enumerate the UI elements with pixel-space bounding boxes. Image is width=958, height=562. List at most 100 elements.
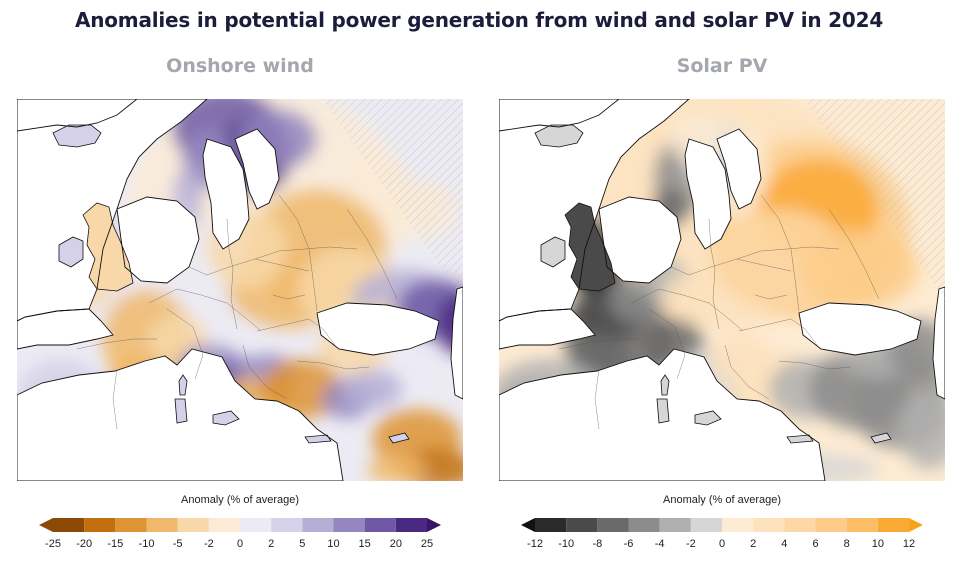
solar-legend-swatch	[815, 518, 847, 532]
wind-coastline-segment	[17, 99, 138, 132]
wind-legend-tick-label: 25	[421, 538, 433, 550]
solar-coastline	[499, 99, 945, 481]
solar-island	[540, 236, 566, 268]
solar-legend-swatch	[846, 518, 878, 532]
solar-legend-swatch	[597, 518, 629, 532]
wind-anomaly-cell	[342, 369, 402, 409]
solar-legend-swatch	[566, 518, 598, 532]
solar-legend-swatch	[877, 518, 909, 532]
solar-anomaly-map	[499, 99, 945, 481]
solar-legend-tick-label: 2	[750, 538, 756, 550]
wind-legend-swatch	[271, 518, 303, 532]
wind-islands	[52, 124, 410, 444]
wind-sea-iceland_sea	[17, 99, 137, 131]
solar-sea-blackSea	[799, 303, 921, 355]
solar-island	[870, 432, 892, 444]
wind-sea-blackSea	[317, 303, 439, 355]
solar-anomaly-cell	[899, 389, 945, 469]
wind-border	[166, 308, 204, 380]
solar-coastline-segment	[684, 138, 732, 250]
solar-sea-northSea	[599, 197, 681, 283]
wind-coastline-segment	[316, 302, 440, 356]
solar-legend-title: Anomaly (% of average)	[663, 494, 781, 506]
wind-island	[174, 398, 188, 424]
wind-legend-low-arrow	[39, 518, 53, 532]
solar-legend-tick-label: -2	[686, 538, 696, 550]
wind-legend-tick-label: -25	[45, 538, 61, 550]
wind-legend-tick-label: -15	[107, 538, 123, 550]
wind-sea-bothnia	[235, 129, 279, 209]
wind-legend: Anomaly (% of average) -25 -20 -15 -10 -5 -2 0…	[17, 494, 463, 558]
solar-border	[594, 368, 600, 430]
wind-legend-swatch	[84, 518, 116, 532]
solar-legend-tick-label: -6	[624, 538, 634, 550]
solar-border	[670, 258, 792, 276]
wind-coastline-segment	[17, 348, 344, 481]
solar-border	[760, 194, 800, 312]
wind-sea-caspian	[451, 287, 463, 399]
solar-country-borders	[558, 194, 880, 430]
wind-border	[112, 368, 118, 430]
solar-legend-high-arrow	[909, 518, 923, 532]
solar-legend-tick-label: 4	[781, 538, 787, 550]
solar-border	[708, 218, 720, 330]
solar-legend-tick-label: 10	[872, 538, 884, 550]
wind-legend-tick-label: -20	[76, 538, 92, 550]
wind-country-borders	[76, 194, 398, 430]
wind-legend-swatch	[208, 518, 240, 532]
wind-border	[242, 344, 288, 400]
wind-island	[212, 410, 240, 426]
solar-island	[694, 410, 722, 426]
solar-no-data-region	[804, 99, 945, 299]
solar-sea-iceland_sea	[499, 99, 619, 131]
solar-legend-tick-label: -4	[655, 538, 665, 550]
wind-legend-tick-label: 10	[327, 538, 339, 550]
wind-coastline-segment	[202, 138, 250, 250]
solar-legend-tick-label: -8	[592, 538, 602, 550]
wind-border	[226, 218, 238, 330]
solar-border	[630, 288, 744, 332]
solar-islands	[534, 124, 892, 444]
solar-border	[724, 344, 770, 400]
solar-sea-biscay	[499, 309, 595, 349]
solar-border	[558, 338, 639, 350]
wind-legend-high-arrow	[427, 518, 441, 532]
solar-legend: Anomaly (% of average) -12 -10 -8 -6 -4 -2 0 2 4…	[499, 494, 945, 558]
solar-panel-title: Solar PV	[676, 55, 768, 77]
wind-legend-tick-label: -10	[139, 538, 155, 550]
solar-border	[778, 360, 852, 370]
wind-legend-swatch	[177, 518, 209, 532]
wind-sea-biscay	[17, 309, 113, 349]
wind-sea-atlantic	[17, 99, 207, 321]
wind-legend-tick-label: 2	[268, 538, 274, 550]
solar-legend-swatch	[722, 518, 754, 532]
wind-legend-tick-label: -2	[204, 538, 214, 550]
solar-island	[656, 398, 670, 424]
wind-panel-title: Onshore wind	[166, 55, 314, 77]
wind-island	[178, 374, 188, 396]
solar-legend-tick-label: 6	[812, 538, 818, 550]
solar-anomaly-cell	[799, 229, 919, 309]
solar-coastline-segment	[499, 308, 596, 350]
wind-legend-tick-label: 5	[299, 538, 305, 550]
solar-coastline-segment	[499, 99, 620, 132]
wind-island	[304, 434, 332, 444]
wind-legend-tick-label: 0	[237, 538, 243, 550]
solar-island	[534, 124, 584, 148]
solar-legend-swatch	[690, 518, 722, 532]
wind-border	[278, 194, 318, 312]
wind-legend-swatch	[302, 518, 334, 532]
wind-border	[148, 288, 262, 332]
solar-island	[660, 374, 670, 396]
wind-sea-baltic	[203, 139, 249, 249]
wind-legend-tick-label: 20	[390, 538, 402, 550]
chart-title: Anomalies in potential power generation …	[74, 8, 884, 32]
wind-legend-swatch	[53, 518, 85, 532]
wind-island	[82, 202, 134, 292]
wind-coastline-segment	[17, 308, 114, 350]
wind-border	[272, 294, 306, 300]
wind-legend-tick-label: 15	[359, 538, 371, 550]
solar-coastline-segment	[932, 286, 945, 400]
wind-island	[52, 124, 102, 148]
wind-coastline-segment	[450, 286, 463, 400]
